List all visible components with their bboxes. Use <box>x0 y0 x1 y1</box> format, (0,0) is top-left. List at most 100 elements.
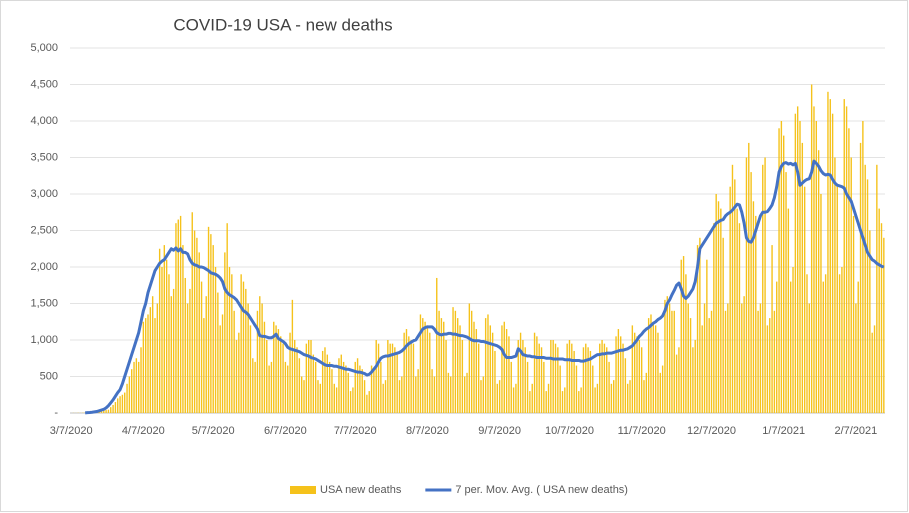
bar <box>633 332 636 413</box>
bar <box>524 347 526 413</box>
bar <box>838 274 841 413</box>
bar <box>298 358 301 413</box>
bar <box>151 296 154 413</box>
bar <box>533 332 536 413</box>
bar <box>724 310 727 413</box>
bar <box>501 325 503 413</box>
bar <box>191 212 193 413</box>
bar <box>517 340 519 413</box>
bar <box>801 142 804 413</box>
bar <box>233 310 235 413</box>
bar <box>491 332 494 413</box>
bar <box>105 410 107 413</box>
bar <box>487 314 489 413</box>
bar <box>289 332 291 413</box>
bar <box>599 343 601 413</box>
bar <box>175 223 177 413</box>
bar <box>794 113 797 413</box>
x-tick-label: 10/7/2020 <box>545 425 594 437</box>
bar <box>245 288 247 413</box>
bar <box>785 172 787 413</box>
bar <box>305 343 308 413</box>
bar <box>468 303 471 413</box>
bar <box>589 350 592 413</box>
bar <box>773 310 776 413</box>
bar <box>799 121 801 413</box>
bar <box>568 340 571 413</box>
x-tick-label: 5/7/2020 <box>192 425 235 437</box>
bar <box>687 303 689 413</box>
x-tick-label: 3/7/2020 <box>50 425 93 437</box>
bar <box>554 343 557 413</box>
bar <box>366 394 368 413</box>
bar <box>436 277 438 413</box>
bar <box>864 164 866 413</box>
bar <box>722 237 724 413</box>
bar <box>510 361 512 413</box>
bar <box>789 281 792 413</box>
bar <box>287 365 289 413</box>
bar <box>622 343 624 413</box>
bar <box>384 380 387 413</box>
bar <box>703 303 706 413</box>
bar <box>866 179 869 413</box>
bar <box>629 380 631 413</box>
bar <box>431 369 433 413</box>
bar <box>717 201 720 413</box>
bar <box>247 303 249 413</box>
bar <box>333 383 335 413</box>
bar <box>126 383 128 413</box>
bar <box>647 318 650 413</box>
bar <box>552 340 554 413</box>
bar <box>454 310 457 413</box>
bar <box>179 215 182 413</box>
bar <box>228 267 231 413</box>
bar <box>857 281 859 413</box>
bar <box>277 329 280 413</box>
bar <box>505 329 508 413</box>
x-tick-label: 1/7/2021 <box>762 425 805 437</box>
bar <box>354 361 356 413</box>
bar <box>359 365 361 413</box>
bar <box>443 321 445 413</box>
bar <box>461 340 464 413</box>
bar <box>855 303 857 413</box>
bar <box>156 303 159 413</box>
bar <box>645 372 648 413</box>
bar <box>447 372 450 413</box>
bar <box>172 288 175 413</box>
bar <box>869 230 871 413</box>
bar <box>342 361 345 413</box>
bar <box>389 343 391 413</box>
line <box>84 159 885 415</box>
bar <box>457 318 459 413</box>
bar <box>529 391 531 413</box>
bar <box>743 296 745 413</box>
bar <box>205 296 207 413</box>
bar <box>831 113 834 413</box>
bar <box>664 299 666 413</box>
bar <box>762 164 764 413</box>
bar <box>755 215 757 413</box>
bar <box>720 208 722 413</box>
bar <box>161 267 163 413</box>
bar <box>571 343 573 413</box>
bar <box>771 245 773 413</box>
bar <box>787 208 790 413</box>
bar <box>256 310 259 413</box>
bar <box>692 347 694 413</box>
bar <box>808 303 811 413</box>
y-tick-label: 1,000 <box>30 334 58 346</box>
bar <box>335 387 338 413</box>
bar <box>715 194 717 413</box>
bar <box>426 325 429 413</box>
bar <box>391 343 394 413</box>
bar <box>268 365 270 413</box>
bar <box>736 208 738 413</box>
bar <box>729 186 731 413</box>
bar <box>585 343 587 413</box>
bar <box>575 365 578 413</box>
bar <box>110 407 112 413</box>
bar <box>331 369 333 413</box>
bar <box>776 281 778 413</box>
